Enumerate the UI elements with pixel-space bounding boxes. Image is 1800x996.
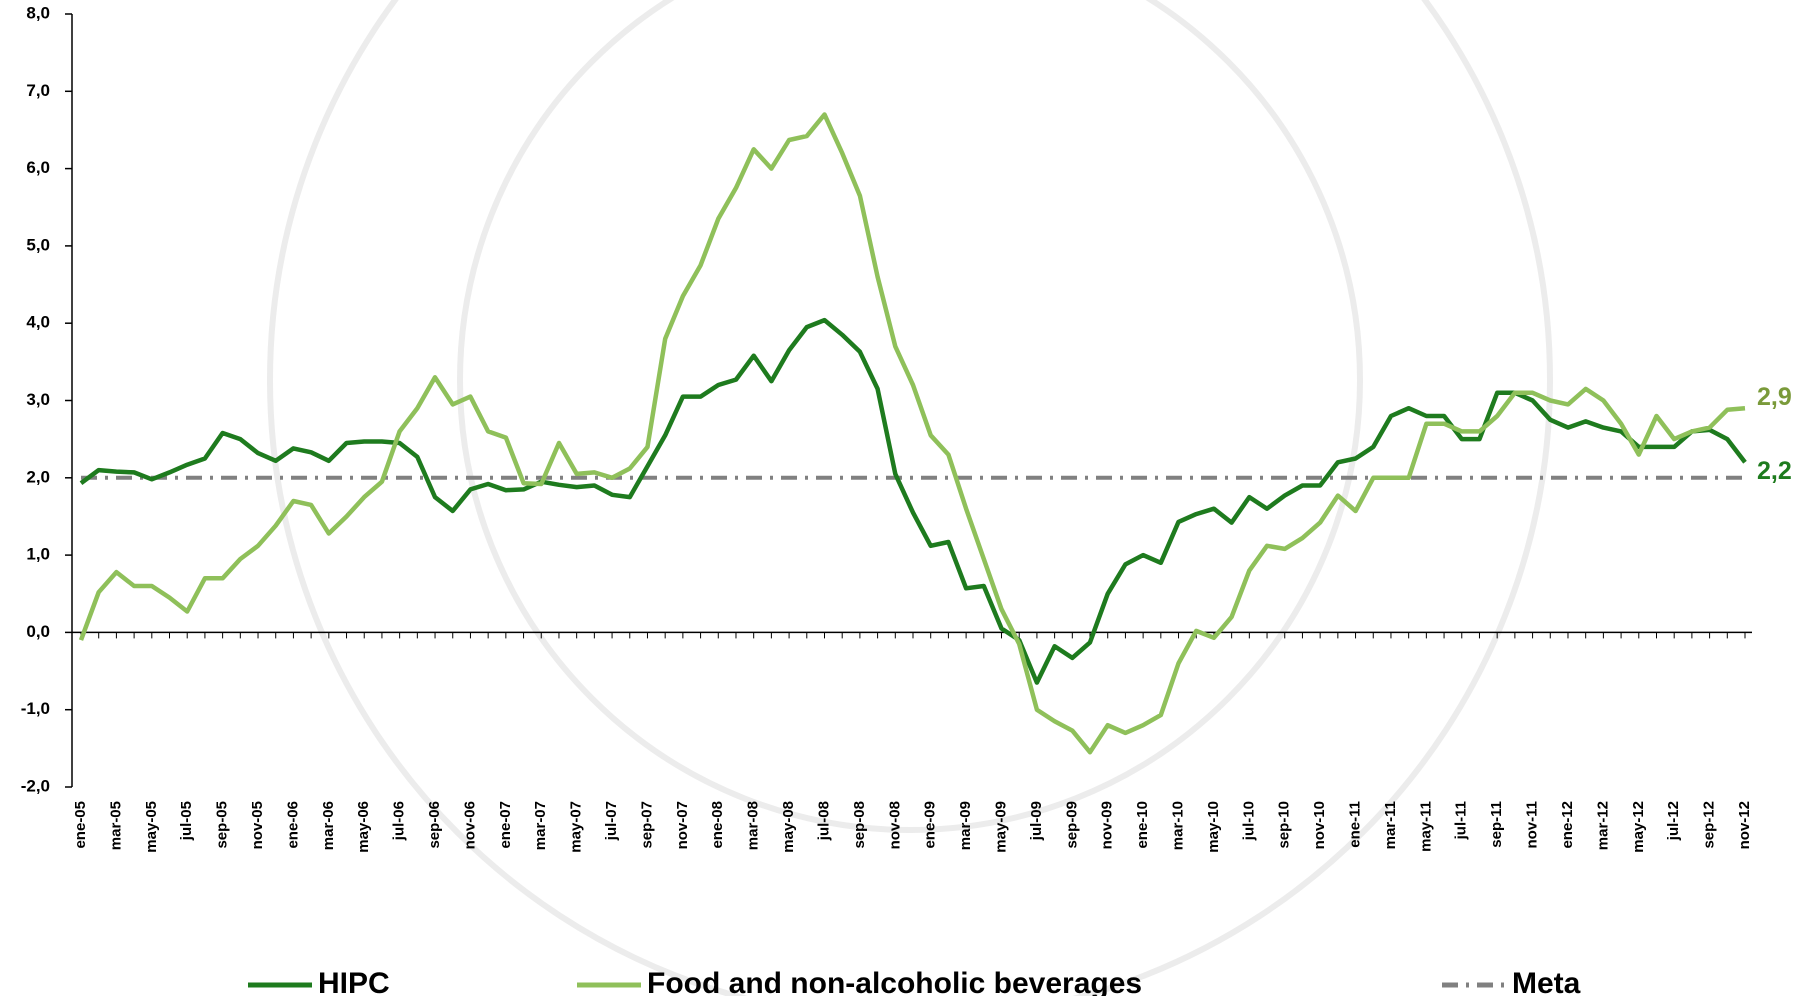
x-tick-label: nov-12 <box>1736 801 1753 849</box>
x-tick-label: mar-08 <box>745 801 762 850</box>
x-tick-label: nov-10 <box>1311 801 1328 849</box>
y-tick-label: 6,0 <box>26 158 50 177</box>
x-tick-label: jul-10 <box>1240 801 1257 841</box>
x-tick-label: ene-07 <box>497 801 514 849</box>
x-tick-label: ene-12 <box>1559 801 1576 849</box>
x-tick-label: ene-11 <box>1347 801 1364 848</box>
series-line <box>78 112 1746 755</box>
y-tick-label: 2,0 <box>26 467 50 486</box>
end-label: 2,2 <box>1757 457 1792 485</box>
x-tick-label: sep-09 <box>1063 801 1080 849</box>
end-label: 2,9 <box>1757 383 1792 411</box>
x-tick-label: jul-12 <box>1665 801 1682 841</box>
x-tick-label: ene-06 <box>284 801 301 849</box>
x-tick-label: mar-07 <box>532 801 549 850</box>
x-tick-label: may-05 <box>143 801 160 853</box>
x-tick-label: mar-05 <box>107 801 124 850</box>
legend-label: HIPC <box>318 967 390 996</box>
y-tick-label: 3,0 <box>26 390 50 409</box>
x-tick-label: may-08 <box>780 801 797 853</box>
x-tick-label: may-07 <box>568 801 585 853</box>
x-tick-label: mar-11 <box>1382 801 1399 849</box>
y-tick-label: -2,0 <box>21 776 50 795</box>
x-tick-label: jul-06 <box>391 801 408 841</box>
y-tick-label: 1,0 <box>26 545 50 564</box>
x-tick-label: jul-11 <box>1453 801 1470 840</box>
y-tick-label: 8,0 <box>26 3 50 22</box>
x-tick-label: jul-05 <box>178 801 195 841</box>
x-tick-label: nov-11 <box>1524 801 1541 849</box>
y-tick-label: -1,0 <box>21 699 50 718</box>
x-tick-label: nov-06 <box>461 801 478 849</box>
x-tick-label: sep-12 <box>1701 801 1718 849</box>
x-tick-label: may-09 <box>992 801 1009 853</box>
x-tick-label: sep-11 <box>1488 801 1505 848</box>
watermark <box>267 0 1553 996</box>
x-tick-label: ene-10 <box>1134 801 1151 849</box>
x-tick-label: may-12 <box>1630 801 1647 853</box>
legend-label: Meta <box>1512 967 1581 996</box>
x-tick-label: ene-05 <box>72 801 89 849</box>
x-tick-label: sep-05 <box>214 801 231 849</box>
x-tick-label: may-10 <box>1205 801 1222 853</box>
x-tick-label: mar-09 <box>957 801 974 850</box>
x-tick-label: jul-08 <box>815 801 832 841</box>
y-tick-label: 4,0 <box>26 313 50 332</box>
x-tick-label: nov-09 <box>1099 801 1116 849</box>
x-tick-label: ene-08 <box>709 801 726 849</box>
x-tick-label: mar-12 <box>1594 801 1611 850</box>
y-tick-label: 0,0 <box>26 622 50 641</box>
x-tick-label: mar-06 <box>320 801 337 850</box>
x-tick-label: ene-09 <box>922 801 939 849</box>
x-tick-label: nov-05 <box>249 801 266 849</box>
x-tick-label: nov-08 <box>886 801 903 849</box>
y-tick-label: 7,0 <box>26 81 50 100</box>
x-tick-label: mar-10 <box>1170 801 1187 850</box>
x-tick-label: sep-08 <box>851 801 868 849</box>
x-tick-label: sep-06 <box>426 801 443 849</box>
x-tick-label: may-11 <box>1417 801 1434 852</box>
x-tick-label: sep-10 <box>1276 801 1293 849</box>
legend-label: Food and non-alcoholic beverages <box>647 967 1142 996</box>
x-tick-label: nov-07 <box>674 801 691 849</box>
x-tick-label: may-06 <box>355 801 372 853</box>
x-tick-label: jul-09 <box>1028 801 1045 841</box>
series-line <box>79 317 1747 685</box>
y-tick-label: 5,0 <box>26 235 50 254</box>
x-tick-label: jul-07 <box>603 801 620 841</box>
x-tick-label: sep-07 <box>638 801 655 849</box>
